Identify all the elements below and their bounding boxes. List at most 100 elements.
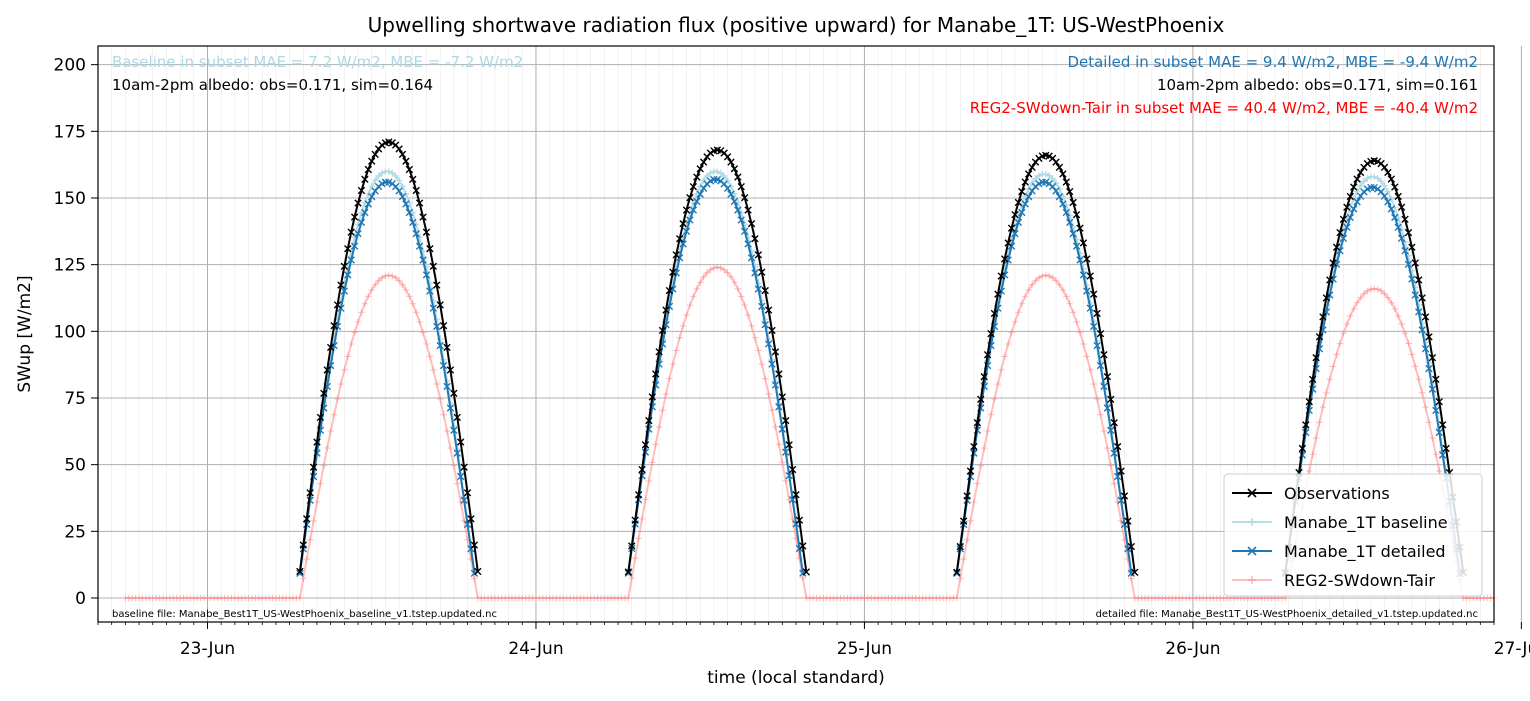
data-point bbox=[1397, 234, 1406, 243]
data-point bbox=[426, 287, 434, 295]
data-point bbox=[1022, 293, 1029, 300]
data-point bbox=[1035, 154, 1043, 163]
data-point bbox=[1371, 285, 1378, 292]
data-point bbox=[1428, 385, 1437, 393]
data-point bbox=[1103, 404, 1112, 412]
data-point bbox=[1059, 200, 1067, 208]
data-point bbox=[737, 182, 745, 191]
data-point bbox=[1097, 411, 1104, 418]
data-point bbox=[1418, 389, 1426, 397]
data-point bbox=[310, 517, 317, 524]
data-point bbox=[764, 306, 773, 314]
data-point bbox=[1387, 175, 1396, 183]
data-point bbox=[990, 309, 999, 318]
data-point bbox=[439, 361, 448, 370]
data-point bbox=[340, 287, 349, 295]
x-tick-label: 23-Jun bbox=[180, 639, 235, 659]
data-point bbox=[669, 268, 677, 276]
data-point bbox=[1079, 271, 1088, 279]
data-point bbox=[1014, 218, 1023, 227]
data-point bbox=[658, 326, 667, 335]
data-point bbox=[1090, 380, 1097, 388]
data-point bbox=[1415, 376, 1422, 383]
data-point bbox=[299, 541, 307, 549]
data-point bbox=[334, 395, 341, 403]
data-point bbox=[416, 318, 423, 326]
data-point bbox=[744, 206, 752, 214]
legend-item-reg2-swdown-tair: REG2-SWdown-Tair bbox=[1232, 571, 1435, 590]
data-point bbox=[419, 213, 427, 221]
data-point bbox=[751, 269, 759, 277]
data-point bbox=[1049, 274, 1056, 281]
data-point bbox=[303, 555, 310, 563]
data-point bbox=[1425, 364, 1433, 373]
data-point bbox=[1388, 299, 1395, 306]
data-point bbox=[1405, 340, 1412, 347]
data-point bbox=[642, 496, 649, 503]
data-point bbox=[1011, 318, 1019, 326]
data-point bbox=[340, 262, 349, 271]
data-point bbox=[382, 272, 389, 280]
data-point bbox=[727, 273, 735, 281]
data-point bbox=[392, 172, 399, 180]
data-point bbox=[1363, 159, 1372, 168]
data-point bbox=[1421, 345, 1430, 353]
data-point bbox=[682, 206, 691, 214]
data-point bbox=[1384, 294, 1392, 301]
data-point bbox=[1333, 351, 1340, 358]
data-point bbox=[398, 193, 407, 201]
data-point bbox=[1391, 213, 1399, 222]
data-point bbox=[1100, 382, 1108, 391]
data-point bbox=[956, 542, 964, 551]
data-point bbox=[1438, 421, 1447, 429]
data-point bbox=[1432, 406, 1440, 415]
data-point bbox=[368, 157, 376, 165]
data-point bbox=[1072, 210, 1081, 219]
series-manabe-1t-detailed bbox=[296, 175, 1464, 578]
data-point bbox=[953, 594, 961, 602]
data-point bbox=[734, 206, 742, 214]
data-point bbox=[1093, 395, 1101, 403]
data-point bbox=[1374, 175, 1381, 182]
baseline-albedo-annotation: 10am-2pm albedo: obs=0.171, sim=0.164 bbox=[112, 76, 433, 94]
data-point bbox=[775, 441, 783, 448]
data-point bbox=[385, 272, 393, 279]
data-point bbox=[347, 228, 355, 236]
data-point bbox=[413, 309, 420, 316]
data-point bbox=[1110, 449, 1118, 457]
data-point bbox=[980, 444, 988, 452]
data-point bbox=[1305, 398, 1313, 406]
data-point bbox=[1356, 168, 1365, 177]
data-point bbox=[1357, 294, 1364, 301]
data-point bbox=[669, 360, 677, 368]
data-point bbox=[761, 320, 769, 329]
data-point bbox=[764, 340, 773, 348]
data-point bbox=[1086, 304, 1094, 312]
data-point bbox=[748, 322, 755, 330]
data-point bbox=[364, 165, 372, 174]
data-point bbox=[1308, 375, 1317, 384]
data-point bbox=[433, 322, 441, 331]
data-point bbox=[700, 177, 707, 184]
data-point bbox=[341, 366, 348, 374]
data-point bbox=[1024, 170, 1033, 178]
data-point bbox=[676, 334, 683, 341]
data-point bbox=[754, 251, 763, 259]
data-point bbox=[966, 467, 975, 475]
data-point bbox=[1018, 300, 1026, 307]
data-point bbox=[645, 477, 653, 484]
data-point bbox=[782, 416, 790, 425]
data-point bbox=[751, 234, 759, 243]
data-point bbox=[306, 489, 314, 497]
data-point bbox=[1089, 290, 1098, 298]
data-point bbox=[1421, 313, 1430, 321]
data-point bbox=[358, 309, 365, 316]
data-point bbox=[1435, 428, 1443, 437]
data-point bbox=[326, 343, 335, 352]
data-point bbox=[1110, 418, 1118, 427]
data-point bbox=[1350, 195, 1357, 203]
data-point bbox=[1415, 276, 1423, 284]
data-point bbox=[354, 199, 362, 207]
data-point bbox=[1298, 444, 1307, 453]
data-point bbox=[1377, 178, 1385, 185]
